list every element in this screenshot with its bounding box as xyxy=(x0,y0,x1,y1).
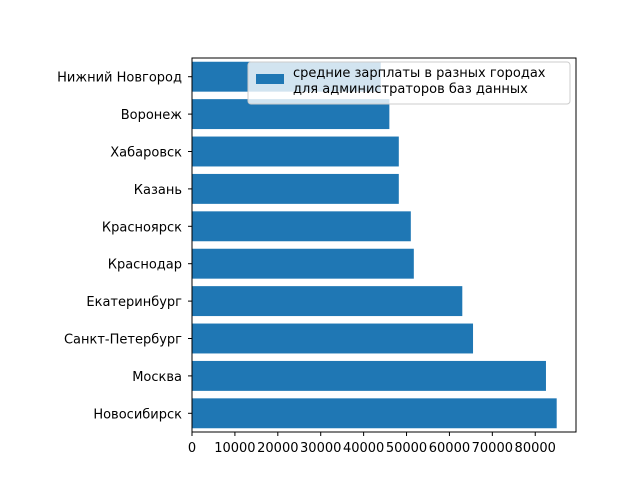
y-tick-label: Воронеж xyxy=(121,108,183,123)
x-tick-label: 30000 xyxy=(300,441,341,456)
bar-4 xyxy=(192,286,463,317)
y-tick-label: Хабаровск xyxy=(110,146,182,161)
x-tick-label: 40000 xyxy=(343,441,384,456)
x-tick-label: 80000 xyxy=(515,441,556,456)
x-tick-label: 60000 xyxy=(429,441,470,456)
y-tick-label: Нижний Новгород xyxy=(57,71,182,86)
bar-8 xyxy=(192,136,399,167)
legend-swatch xyxy=(256,74,284,84)
x-tick-label: 0 xyxy=(188,441,196,456)
legend-label-line: средние зарплаты в разных городах xyxy=(293,66,546,81)
plot-frame xyxy=(191,57,577,433)
y-tick-label: Новосибирск xyxy=(93,407,182,422)
y-tick-label: Краснодар xyxy=(108,258,182,273)
y-tick-label: Екатеринбург xyxy=(86,295,182,310)
bars-layer xyxy=(192,61,557,429)
bar-2 xyxy=(192,360,546,391)
bar-1 xyxy=(192,398,557,429)
y-tick-label: Москва xyxy=(132,370,182,385)
x-tick-label: 10000 xyxy=(214,441,255,456)
legend-box xyxy=(247,61,571,105)
y-tick-label: Казань xyxy=(134,183,182,198)
x-tick-label: 50000 xyxy=(386,441,427,456)
y-tick-label: Санкт-Петербург xyxy=(64,333,182,348)
bar-6 xyxy=(192,211,411,242)
x-tick-label: 70000 xyxy=(472,441,513,456)
y-tick-label: Красноярск xyxy=(102,220,182,235)
bar-7 xyxy=(192,173,399,204)
axes-layer: Новосибирск Москва Санкт-Петербург Екатерин… xyxy=(57,57,577,456)
legend-label-line: для администраторов баз данных xyxy=(293,82,528,97)
bar-5 xyxy=(192,248,414,279)
x-tick-label: 20000 xyxy=(257,441,298,456)
bar-3 xyxy=(192,323,474,354)
